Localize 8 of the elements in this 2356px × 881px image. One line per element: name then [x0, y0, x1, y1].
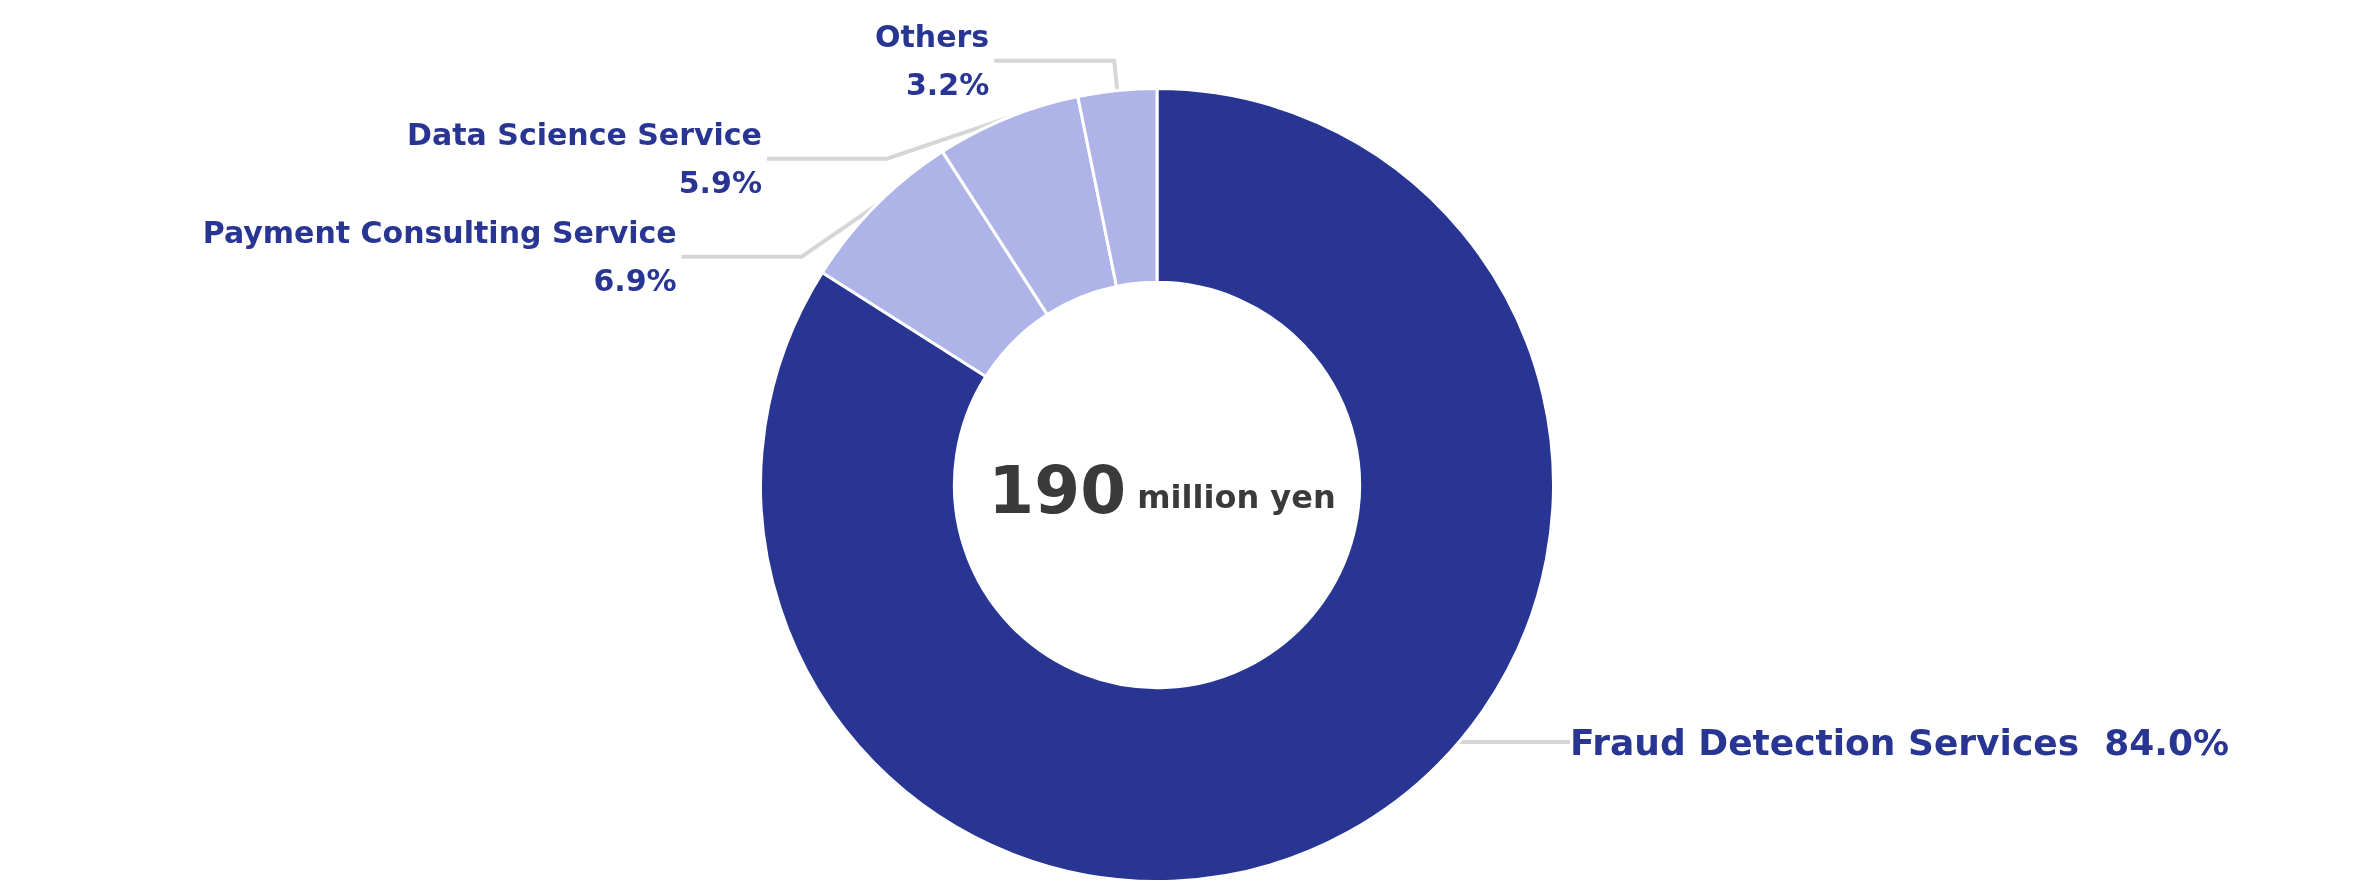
slice-label: Fraud Detection Services 84.0% — [1570, 721, 2230, 763]
text: 190 million yen — [988, 451, 1336, 529]
slice-label: Others — [875, 19, 990, 55]
data-label: 6.9% — [593, 263, 677, 299]
slice-label: Data Science Service — [407, 117, 762, 153]
slice-label: Payment Consulting Service — [202, 215, 677, 251]
data-label: 5.9% — [678, 165, 762, 201]
data-label: 3.2% — [906, 67, 990, 103]
